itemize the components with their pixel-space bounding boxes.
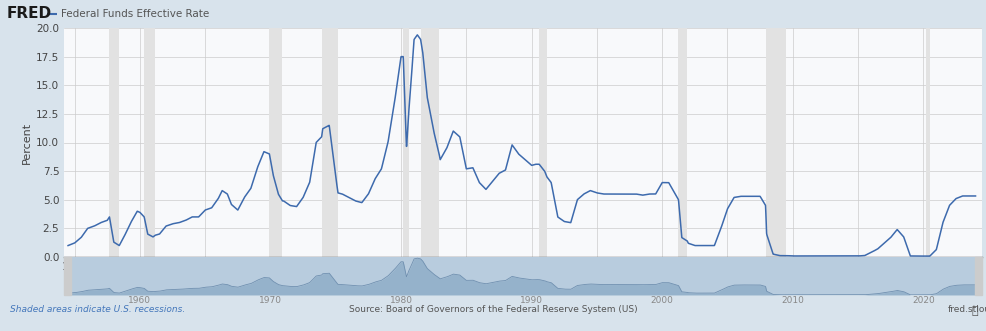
Text: ⤢: ⤢ — [971, 306, 977, 316]
Y-axis label: Percent: Percent — [22, 121, 32, 164]
Bar — [403, 28, 408, 257]
Text: Federal Funds Effective Rate: Federal Funds Effective Rate — [61, 9, 209, 19]
Bar — [765, 28, 786, 257]
Bar — [974, 257, 981, 295]
Bar — [321, 28, 337, 257]
Bar — [109, 28, 119, 257]
Bar — [925, 28, 929, 257]
Bar — [269, 28, 282, 257]
Bar — [677, 28, 686, 257]
Text: fred.stlouisfed.org: fred.stlouisfed.org — [947, 305, 986, 314]
Bar — [144, 28, 155, 257]
Bar — [64, 257, 71, 295]
Bar — [538, 28, 546, 257]
Text: Source: Board of Governors of the Federal Reserve System (US): Source: Board of Governors of the Federa… — [349, 305, 637, 314]
Text: Shaded areas indicate U.S. recessions.: Shaded areas indicate U.S. recessions. — [10, 305, 185, 314]
Bar — [420, 28, 439, 257]
Text: FRED: FRED — [7, 7, 52, 22]
